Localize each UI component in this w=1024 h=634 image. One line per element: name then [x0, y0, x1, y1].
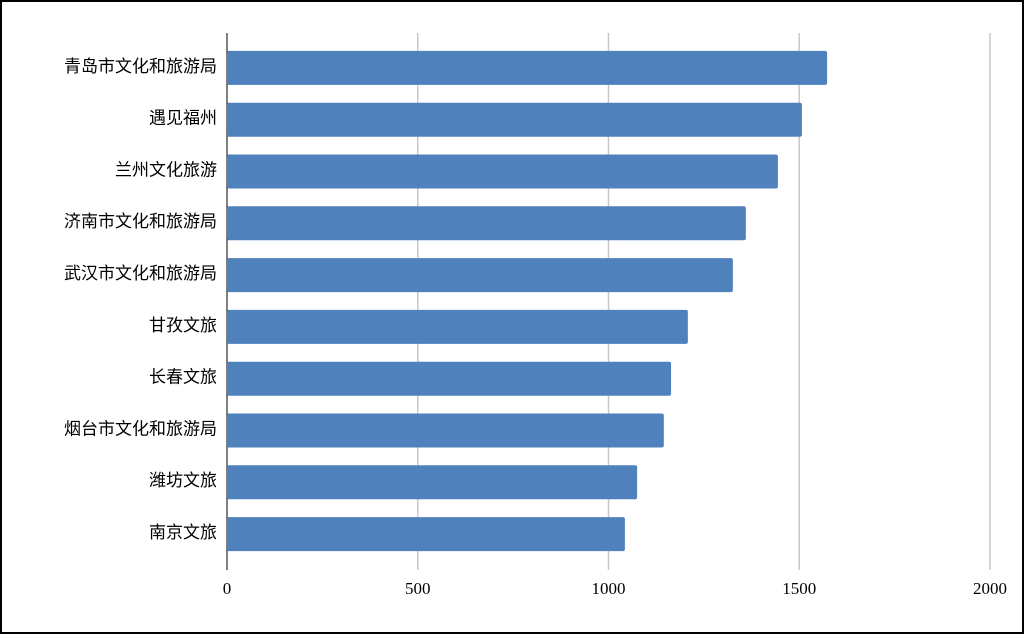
- x-tick-label: 1000: [592, 579, 626, 598]
- bar: [227, 154, 778, 189]
- y-tick-label: 兰州文化旅游: [115, 160, 217, 179]
- bar: [227, 206, 746, 241]
- x-tick-label: 0: [223, 579, 232, 598]
- y-tick-label: 长春文旅: [149, 368, 217, 387]
- bar: [227, 465, 638, 500]
- y-tick-label: 烟台市文化和旅游局: [64, 419, 217, 438]
- y-tick-label: 武汉市文化和旅游局: [64, 264, 217, 283]
- bar: [227, 258, 733, 293]
- bar: [227, 517, 625, 552]
- bar: [227, 309, 688, 344]
- y-tick-label: 甘孜文旅: [149, 316, 217, 335]
- y-tick-label: 济南市文化和旅游局: [64, 212, 217, 231]
- bar: [227, 361, 672, 396]
- x-tick-label: 500: [405, 579, 431, 598]
- y-tick-label: 潍坊文旅: [149, 471, 217, 490]
- y-tick-label: 青岛市文化和旅游局: [64, 57, 217, 76]
- bar: [227, 50, 828, 85]
- x-tick-label: 2000: [973, 579, 1007, 598]
- bar: [227, 413, 664, 448]
- y-tick-label: 遇见福州: [149, 109, 217, 128]
- y-tick-label: 南京文旅: [149, 523, 217, 542]
- x-tick-label: 1500: [782, 579, 816, 598]
- bar: [227, 102, 802, 137]
